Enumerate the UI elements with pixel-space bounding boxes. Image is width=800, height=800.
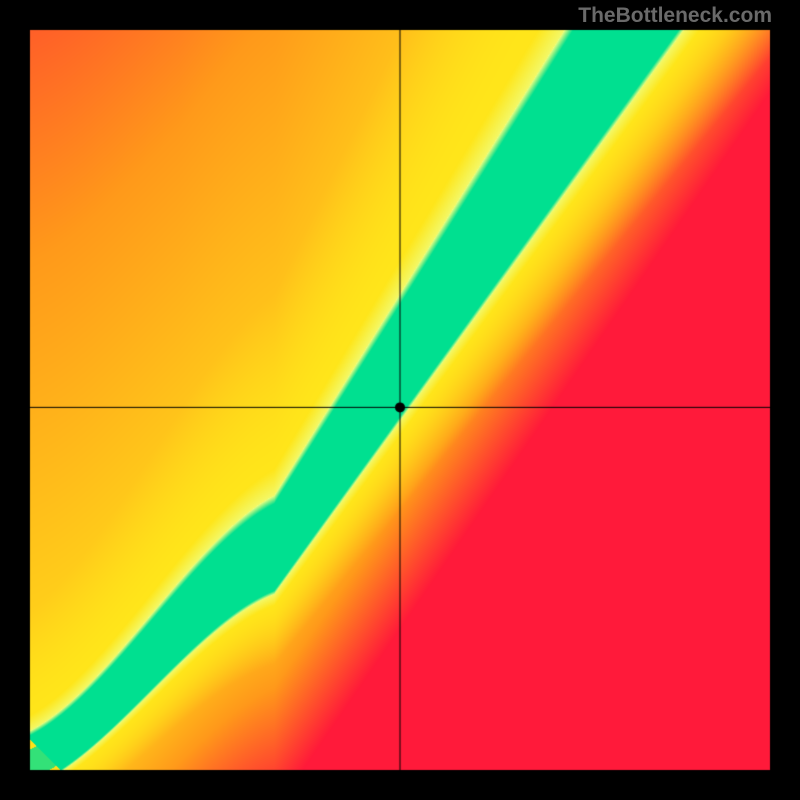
bottleneck-heatmap (0, 0, 800, 800)
watermark-text: TheBottleneck.com (578, 4, 772, 28)
chart-container: TheBottleneck.com (0, 0, 800, 800)
